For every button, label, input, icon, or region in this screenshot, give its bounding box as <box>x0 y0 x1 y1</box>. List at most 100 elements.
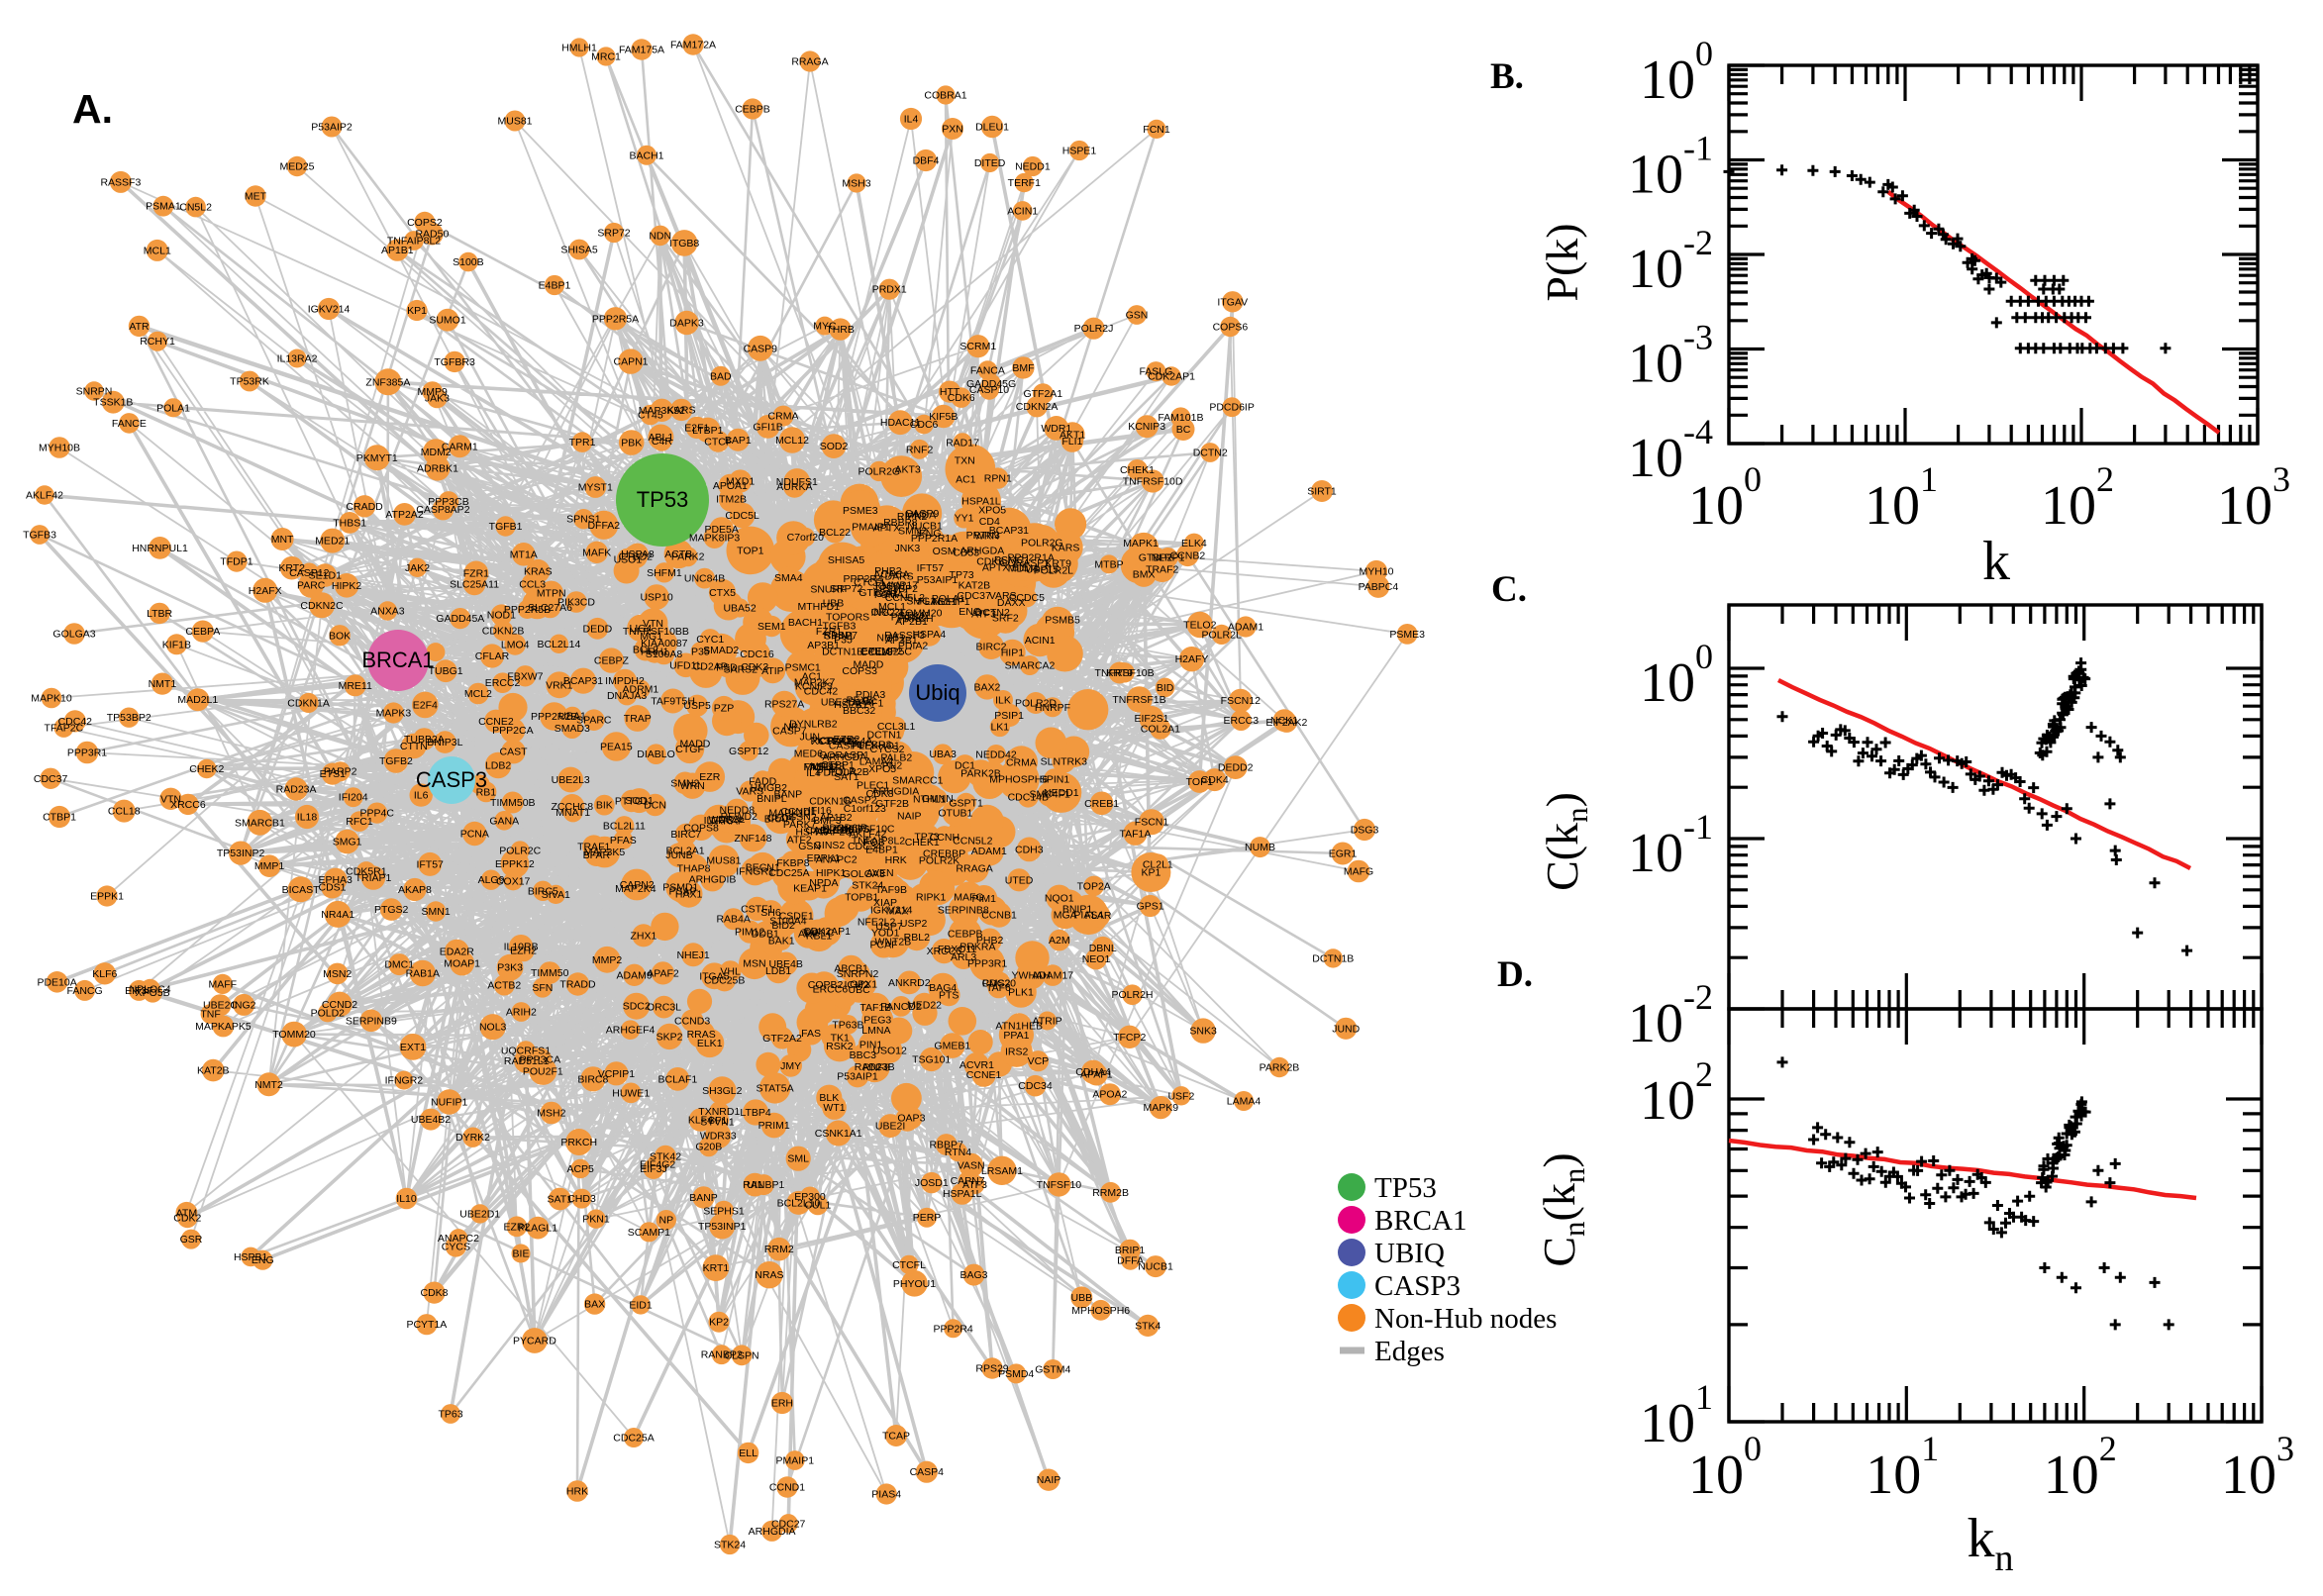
svg-text:TXNRD1: TXNRD1 <box>698 1106 740 1118</box>
svg-text:EZH2: EZH2 <box>510 946 537 957</box>
svg-text:MAPK1: MAPK1 <box>1123 538 1159 549</box>
svg-text:ARHGEF4: ARHGEF4 <box>606 1025 656 1037</box>
svg-text:MSN: MSN <box>743 958 765 970</box>
svg-text:PPP4C: PPP4C <box>359 808 394 820</box>
svg-text:P53AIP1: P53AIP1 <box>837 1071 878 1083</box>
svg-text:CREB1: CREB1 <box>1084 798 1119 810</box>
svg-text:NRAS: NRAS <box>755 1269 783 1281</box>
svg-text:ERH: ERH <box>771 1398 793 1410</box>
svg-text:TP73: TP73 <box>914 832 939 844</box>
svg-text:ING2: ING2 <box>870 607 895 619</box>
svg-text:DBNL: DBNL <box>1089 943 1117 954</box>
svg-text:SIVA1: SIVA1 <box>542 889 570 901</box>
svg-text:TOP1: TOP1 <box>737 545 763 556</box>
svg-text:NDN: NDN <box>649 230 671 242</box>
svg-text:ZNF148: ZNF148 <box>735 833 772 845</box>
svg-text:ABL1: ABL1 <box>649 432 674 444</box>
svg-text:ATIP: ATIP <box>761 665 784 677</box>
svg-text:FADD: FADD <box>749 776 776 788</box>
svg-text:TP53: TP53 <box>637 487 689 512</box>
svg-text:XPO5B: XPO5B <box>136 987 170 999</box>
svg-text:CLSPN: CLSPN <box>725 1349 759 1361</box>
svg-text:PMAIP1: PMAIP1 <box>852 521 890 533</box>
svg-text:MCL2: MCL2 <box>464 688 492 700</box>
svg-text:SMG1: SMG1 <box>906 596 936 608</box>
svg-text:SMA4: SMA4 <box>774 572 803 584</box>
svg-text:MCL1: MCL1 <box>878 601 906 613</box>
svg-text:A.: A. <box>72 86 113 132</box>
svg-text:ITGB8: ITGB8 <box>669 238 700 249</box>
svg-text:WDR3L: WDR3L <box>708 814 745 826</box>
svg-text:XIAP: XIAP <box>873 897 897 909</box>
svg-text:PDE10A: PDE10A <box>37 976 76 988</box>
svg-text:GSR: GSR <box>180 1234 203 1246</box>
svg-text:CDK6: CDK6 <box>948 392 975 404</box>
svg-text:ANKRD2: ANKRD2 <box>888 977 931 989</box>
svg-text:MED23: MED23 <box>810 761 845 773</box>
svg-text:CDC34: CDC34 <box>1018 1080 1053 1092</box>
svg-text:APAF2: APAF2 <box>647 967 679 979</box>
svg-text:SMN1: SMN1 <box>422 906 451 918</box>
svg-text:CCNE1: CCNE1 <box>966 1069 1002 1081</box>
svg-text:CTBD2: CTBD2 <box>619 551 654 563</box>
svg-text:OSM: OSM <box>933 546 957 557</box>
svg-text:HSPE1: HSPE1 <box>1062 146 1097 157</box>
svg-text:PPA1: PPA1 <box>1003 1030 1029 1042</box>
svg-text:NMT2: NMT2 <box>254 1079 283 1091</box>
svg-text:MAPK8IP3: MAPK8IP3 <box>689 532 741 544</box>
svg-text:DIABLO: DIABLO <box>637 748 675 760</box>
svg-text:DFFA: DFFA <box>1117 1255 1144 1267</box>
svg-text:VASN: VASN <box>958 1160 985 1172</box>
svg-text:TGFB3: TGFB3 <box>23 530 56 542</box>
svg-text:ITM2B: ITM2B <box>716 494 747 506</box>
svg-text:STK24: STK24 <box>714 1540 746 1551</box>
svg-text:PMS2: PMS2 <box>982 978 1011 990</box>
svg-text:ORC3L: ORC3L <box>647 1002 681 1014</box>
svg-text:EIF2AK2: EIF2AK2 <box>1265 717 1307 729</box>
svg-text:HNRPF: HNRPF <box>1035 702 1070 714</box>
svg-text:RAB1A: RAB1A <box>406 968 440 980</box>
svg-text:STK24: STK24 <box>852 879 883 891</box>
svg-text:BRIP1: BRIP1 <box>1115 1245 1146 1256</box>
svg-text:SCRM1: SCRM1 <box>960 341 996 352</box>
svg-text:SE1D1: SE1D1 <box>309 570 342 582</box>
svg-text:CAPN7: CAPN7 <box>951 1175 985 1187</box>
svg-text:CCDC5: CCDC5 <box>1009 592 1045 604</box>
svg-text:E2F4: E2F4 <box>413 699 438 711</box>
svg-text:JNK3: JNK3 <box>895 543 921 554</box>
svg-text:BAG3: BAG3 <box>960 1269 987 1281</box>
svg-text:MED6: MED6 <box>794 748 823 759</box>
svg-text:EIF3J: EIF3J <box>640 1163 666 1175</box>
svg-text:G20B: G20B <box>695 1142 722 1153</box>
svg-text:FASLG: FASLG <box>804 761 838 773</box>
svg-text:CRADD: CRADD <box>820 736 858 748</box>
svg-text:IL4: IL4 <box>904 114 919 126</box>
svg-text:TRRAP: TRRAP <box>709 816 745 828</box>
svg-text:EDA2R: EDA2R <box>440 947 474 958</box>
svg-text:CTCFL: CTCFL <box>854 577 887 589</box>
svg-text:CDKN1A: CDKN1A <box>287 697 330 709</box>
svg-text:FSCN1: FSCN1 <box>1135 817 1169 829</box>
svg-text:UBA52: UBA52 <box>723 603 756 615</box>
svg-text:KP1: KP1 <box>407 305 427 317</box>
svg-text:VRK1: VRK1 <box>546 679 573 691</box>
svg-text:CDC16: CDC16 <box>740 648 774 660</box>
svg-text:FZR1: FZR1 <box>463 567 489 579</box>
svg-text:TRAF1: TRAF1 <box>577 842 610 853</box>
svg-text:WDR33: WDR33 <box>700 1130 737 1142</box>
svg-text:GTF2A1: GTF2A1 <box>1023 388 1062 400</box>
svg-text:NHEJ1: NHEJ1 <box>676 949 709 961</box>
svg-text:HMGB2: HMGB2 <box>751 782 788 794</box>
svg-text:CCN5L2: CCN5L2 <box>953 836 992 848</box>
svg-text:IGKV214: IGKV214 <box>870 904 913 916</box>
svg-text:PARK2: PARK2 <box>671 551 705 563</box>
svg-text:SH3GL2: SH3GL2 <box>702 1085 742 1097</box>
svg-text:TP53INP2: TP53INP2 <box>217 848 265 859</box>
svg-text:C4R: C4R <box>652 436 672 448</box>
svg-text:POLR2L: POLR2L <box>1034 564 1073 576</box>
svg-text:CSDE1: CSDE1 <box>779 911 814 923</box>
svg-text:AKT3: AKT3 <box>894 464 920 476</box>
svg-text:CREBBP: CREBBP <box>923 848 965 860</box>
svg-text:PSME3: PSME3 <box>843 505 878 517</box>
svg-text:HUWE1: HUWE1 <box>612 1087 650 1099</box>
